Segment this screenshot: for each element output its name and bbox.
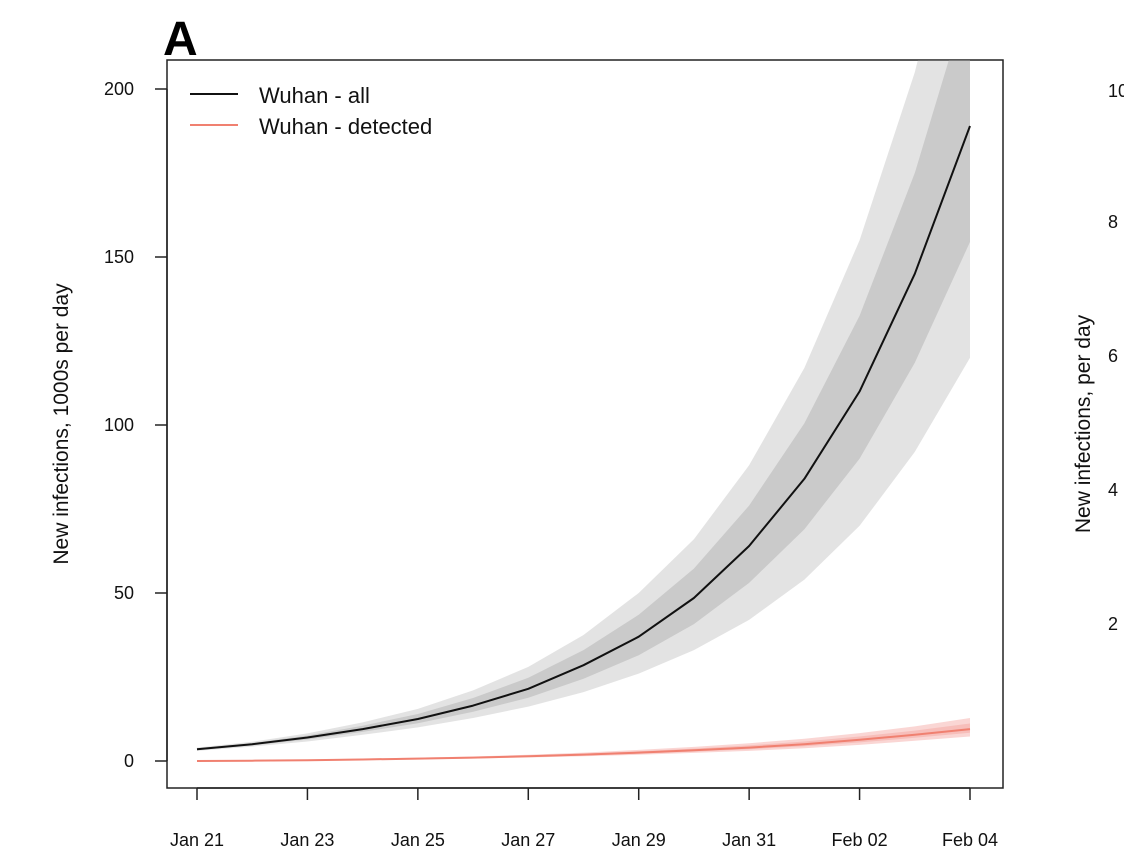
right-tick-label: 4	[1108, 480, 1118, 500]
band-all	[197, 60, 970, 751]
series-line-all	[196, 125, 971, 751]
y-tick-label: 0	[124, 751, 134, 771]
right-y-axis-label: New infections, per day	[1072, 314, 1095, 533]
x-tick-label: Jan 23	[280, 830, 334, 850]
right-tick-label: 10	[1108, 81, 1124, 101]
right-tick-labels: 10 8 6 4 2	[1108, 81, 1124, 634]
x-tick-label: Feb 02	[832, 830, 888, 850]
right-tick-label: 6	[1108, 346, 1118, 366]
series-line-detected	[196, 728, 971, 762]
y-tick-label: 150	[104, 247, 134, 267]
x-tick-label: Jan 31	[722, 830, 776, 850]
axes: Jan 21 Jan 23 Jan 25 Jan 27 Jan 29 Jan 31 Feb …	[104, 79, 998, 850]
legend: Wuhan - all Wuhan - detected	[190, 83, 432, 139]
y-tick-label: 50	[114, 583, 134, 603]
right-panel-fragment: New infections, per day 10 8 6 4 2	[1072, 81, 1124, 634]
x-tick-label: Feb 04	[942, 830, 998, 850]
right-tick-label: 8	[1108, 212, 1118, 232]
x-tick-label: Jan 27	[501, 830, 555, 850]
y-axis-label: New infections, 1000s per day	[50, 283, 73, 565]
x-tick-label: Jan 25	[391, 830, 445, 850]
y-tick-label: 200	[104, 79, 134, 99]
series-lines	[196, 125, 971, 762]
uncertainty-bands	[197, 60, 970, 761]
x-tick-label: Jan 21	[170, 830, 224, 850]
legend-label-all: Wuhan - all	[259, 83, 370, 108]
legend-label-detected: Wuhan - detected	[259, 114, 432, 139]
y-tick-label: 100	[104, 415, 134, 435]
band-detected	[197, 718, 970, 761]
band-core-all	[197, 60, 970, 751]
band-core-detected	[197, 723, 970, 761]
panel-label: A	[163, 13, 198, 66]
right-tick-label: 2	[1108, 614, 1118, 634]
x-tick-label: Jan 29	[612, 830, 666, 850]
